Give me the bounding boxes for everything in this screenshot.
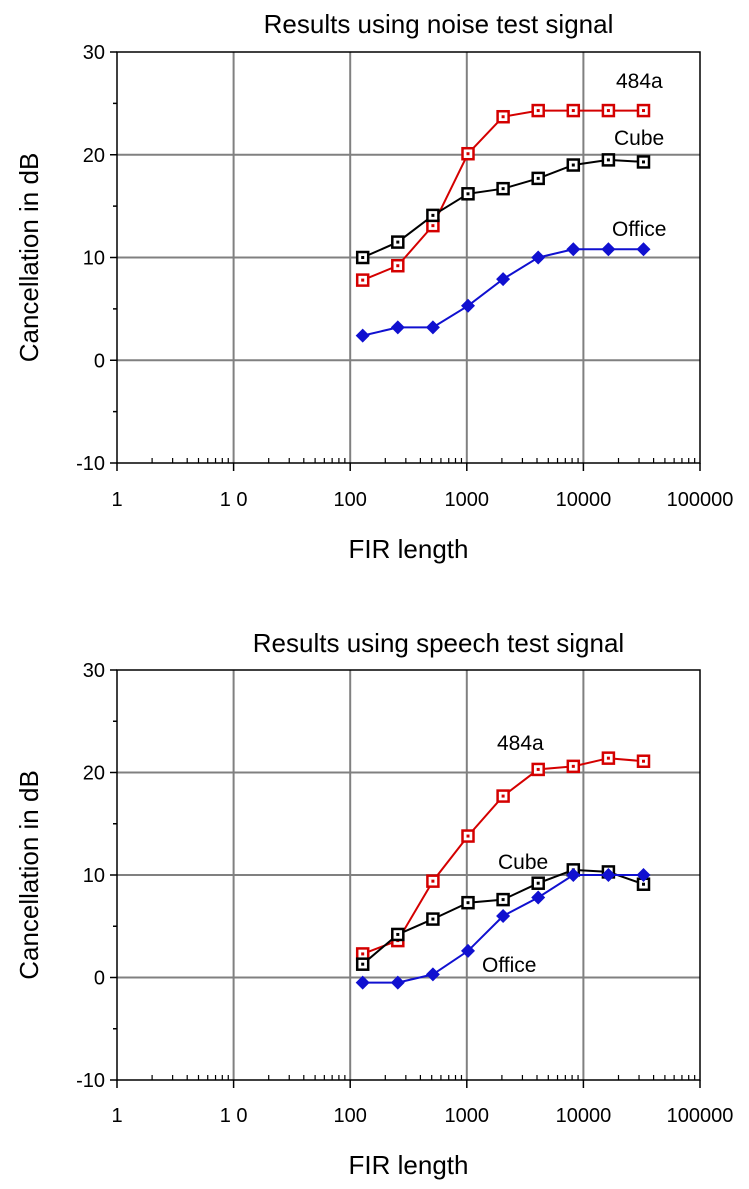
x-tick-label: 100000 [667,489,734,511]
data-point [566,868,581,882]
data-point-center [431,879,435,883]
data-point [425,967,440,982]
data-point-center [642,882,646,886]
chart-panel-1: Results using noise test signal -10 0 10 20 3… [14,9,733,564]
series-office: Office [355,218,666,343]
y-tick-label: -10 [76,453,105,475]
y-tick-label: 0 [94,350,105,372]
data-point [496,909,511,923]
data-point-center [466,152,470,156]
y-axis-label: Cancellation in dB [14,770,44,980]
x-axis-label: FIR length [349,1150,469,1180]
data-point [496,272,511,287]
series-line [362,248,644,337]
data-point [531,250,546,265]
x-tick-label: 10000 [556,1105,612,1127]
data-point-center [396,932,400,936]
y-tick-label: 10 [83,248,105,270]
data-point-center [536,767,540,771]
y-tick-label: 20 [83,763,105,785]
x-tick-label: 100 [334,489,367,511]
data-point [461,943,476,958]
data-point-center [396,264,400,268]
data-point-center [536,176,540,180]
chart-panel-2: Results using speech test signal -10 0 10 20… [14,628,733,1180]
data-point-center [571,109,575,113]
y-tick-label: 0 [94,968,105,990]
data-point-center [431,224,435,228]
data-point-center [361,952,365,956]
data-point [390,320,405,335]
series-label: Office [612,218,666,241]
data-point [461,298,476,313]
data-point-center [501,115,505,119]
data-point-center [431,917,435,921]
data-point [425,320,440,335]
data-point [355,975,370,990]
y-tick-label: 20 [83,145,105,167]
data-point-center [466,192,470,196]
x-tick-label: 100000 [667,1105,734,1127]
data-point [636,868,651,882]
data-point-center [501,898,505,902]
data-point [390,975,405,990]
data-point-center [606,756,610,760]
x-tick-label: 100 [334,1105,367,1127]
data-point-center [361,278,365,282]
x-tick-label: 1 [111,1105,122,1127]
data-point-center [536,109,540,113]
data-point-center [571,163,575,167]
series-office: Office [355,868,651,990]
data-point-center [361,256,365,259]
x-tick-label: 1000 [445,489,490,511]
series-label: 484a [497,732,544,755]
series-cube: Cube [355,127,664,265]
x-tick-label: 1 0 [220,1105,248,1127]
x-axis-label: FIR length [349,534,469,564]
data-point [636,242,651,257]
series-label: Cube [614,127,664,150]
data-point [531,890,546,905]
y-axis-label: Cancellation in dB [14,153,44,363]
series-label: Office [482,954,536,977]
series-label: Cube [498,851,548,874]
x-tick-label: 10000 [556,489,612,511]
data-point-center [501,187,505,191]
y-tick-label: -10 [76,1070,105,1092]
data-point-center [606,158,610,162]
data-point-center [642,109,646,113]
x-tick-label: 1000 [445,1105,490,1127]
data-point-center [501,794,505,798]
chart-title: Results using speech test signal [253,628,624,658]
series-484a: 484a [355,732,651,961]
y-tick-label: 10 [83,865,105,887]
data-point-center [431,213,435,217]
chart-title: Results using noise test signal [264,9,614,39]
data-point [355,328,370,343]
x-tick-label: 1 [111,489,122,511]
y-tick-label: 30 [83,42,105,64]
data-point-center [571,764,575,768]
data-point-center [536,881,540,885]
data-point-center [606,109,610,113]
data-point-center [361,962,365,966]
data-point-center [642,160,646,164]
x-tick-label: 1 0 [220,489,248,511]
data-point [601,868,616,882]
data-point-center [396,240,400,244]
data-point [566,242,581,257]
series-label: 484a [616,70,663,93]
y-tick-label: 30 [83,660,105,682]
data-point-center [466,834,470,838]
series-line [362,158,644,259]
series-484a: 484a [355,70,663,287]
data-point-center [642,759,646,763]
data-point [601,242,616,257]
data-point-center [466,901,470,905]
